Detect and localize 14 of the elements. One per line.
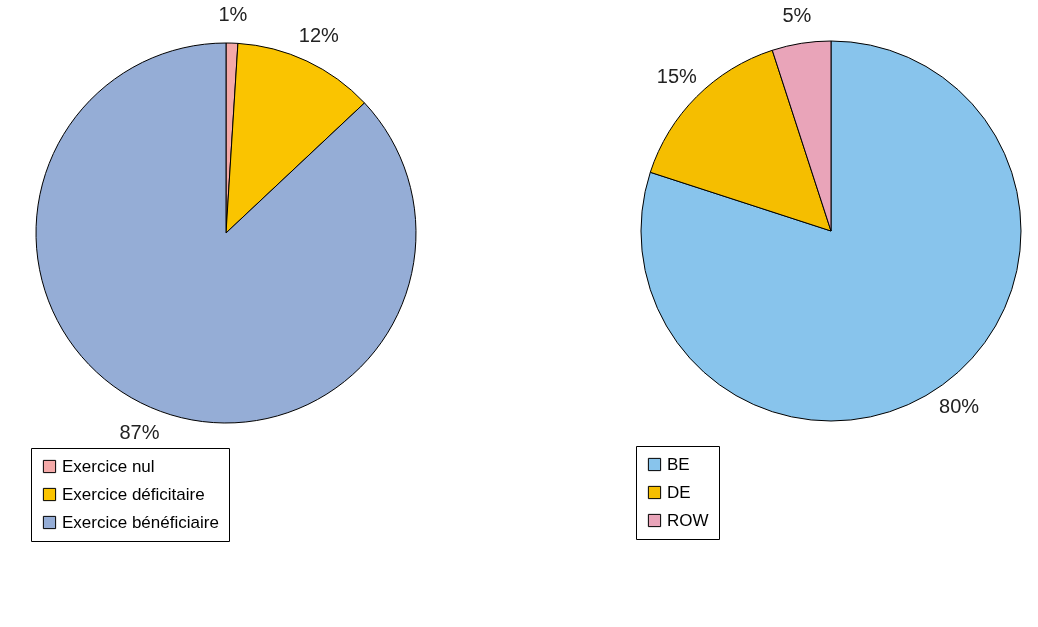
data-label: 5% — [782, 3, 812, 26]
legend-label: BE — [667, 454, 690, 474]
legend-label: Exercice bénéficiaire — [62, 512, 219, 532]
legend-label: Exercice déficitaire — [62, 484, 205, 504]
data-label: 15% — [656, 64, 698, 87]
data-label: 87% — [119, 421, 160, 444]
legend-label: ROW — [667, 510, 709, 530]
legend-label: DE — [667, 482, 691, 502]
data-label: 12% — [298, 23, 340, 46]
data-label: 80% — [939, 395, 980, 418]
legend-label: Exercice nul — [62, 456, 155, 476]
pie-slice — [640, 40, 1022, 422]
data-label: 1% — [218, 3, 248, 26]
pie-slice — [35, 42, 417, 424]
